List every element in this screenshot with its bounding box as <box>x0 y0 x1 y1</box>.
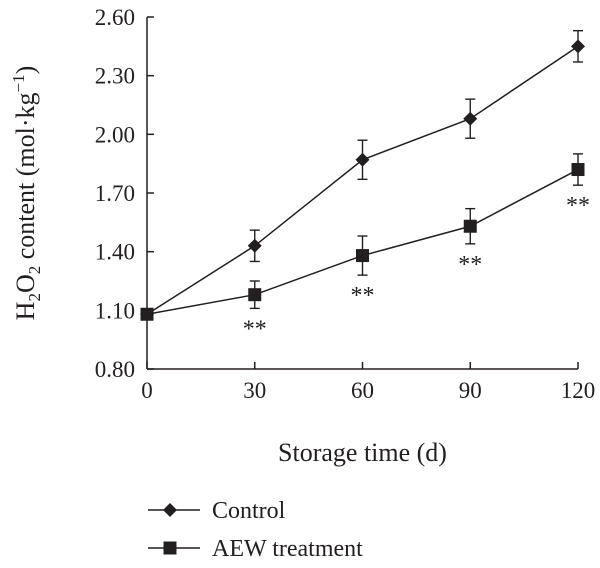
series-layer: ** ** ** ** <box>140 29 590 342</box>
y-axis-label: H2O2 content (mol·kg−1) <box>9 66 44 321</box>
data-point <box>463 111 478 126</box>
y-axis-ticks: 0.80 1.10 1.40 1.70 2.00 2.30 2.60 <box>95 5 154 382</box>
significance-marker: ** <box>243 316 267 342</box>
data-point <box>571 39 585 54</box>
data-point <box>247 238 262 253</box>
significance-marker: ** <box>351 283 375 309</box>
significance-marker: ** <box>458 252 482 278</box>
y-tick-label: 1.40 <box>95 240 135 265</box>
plot-area: 0.801.101.401.702.002.302.60 0 30 60 90 120 … <box>95 5 596 403</box>
legend-item-control: Control <box>148 498 286 524</box>
y-label-sub1: 2 <box>25 293 44 302</box>
y-tick-label: 2.30 <box>95 64 135 89</box>
data-point <box>463 219 477 233</box>
y-label-o: O <box>11 274 40 293</box>
y-label-sup: −1 <box>9 74 28 92</box>
significance-marker: ** <box>566 193 590 219</box>
y-tick-label: 1.70 <box>95 181 135 206</box>
x-tick-label: 0 <box>141 378 153 403</box>
legend-marker <box>163 503 177 517</box>
series-control <box>140 29 585 322</box>
y-tick-label: 1.10 <box>95 298 135 323</box>
x-tick-label: 30 <box>243 378 266 403</box>
series-aew-treatment: ** ** ** ** <box>140 153 590 342</box>
y-label-close: ) <box>11 66 40 75</box>
x-tick-label: 90 <box>459 378 482 403</box>
y-label-h: H <box>11 301 40 320</box>
x-tick-label: 60 <box>351 378 374 403</box>
legend-item-aew-treatment: AEW treatment <box>148 536 363 562</box>
legend-marker <box>163 541 177 555</box>
legend: Control AEW treatment <box>148 498 363 562</box>
x-axis-ticks: 0 30 60 90 120 <box>141 362 595 403</box>
data-point <box>355 152 370 167</box>
data-point <box>356 249 369 263</box>
y-label-sub2: 2 <box>25 266 44 275</box>
legend-label: Control <box>212 498 286 524</box>
data-point <box>248 288 262 302</box>
y-tick-label: 2.00 <box>95 122 135 147</box>
y-tick-label: 2.60 <box>95 5 135 30</box>
data-point <box>140 307 154 321</box>
y-tick-label: 0.80 <box>95 357 135 382</box>
data-point <box>571 163 585 177</box>
x-axis-label: Storage time (d) <box>278 438 447 467</box>
x-tick-label: 120 <box>561 378 596 403</box>
y-label-rest: content (mol·kg <box>11 92 40 265</box>
legend-label: AEW treatment <box>212 536 363 562</box>
